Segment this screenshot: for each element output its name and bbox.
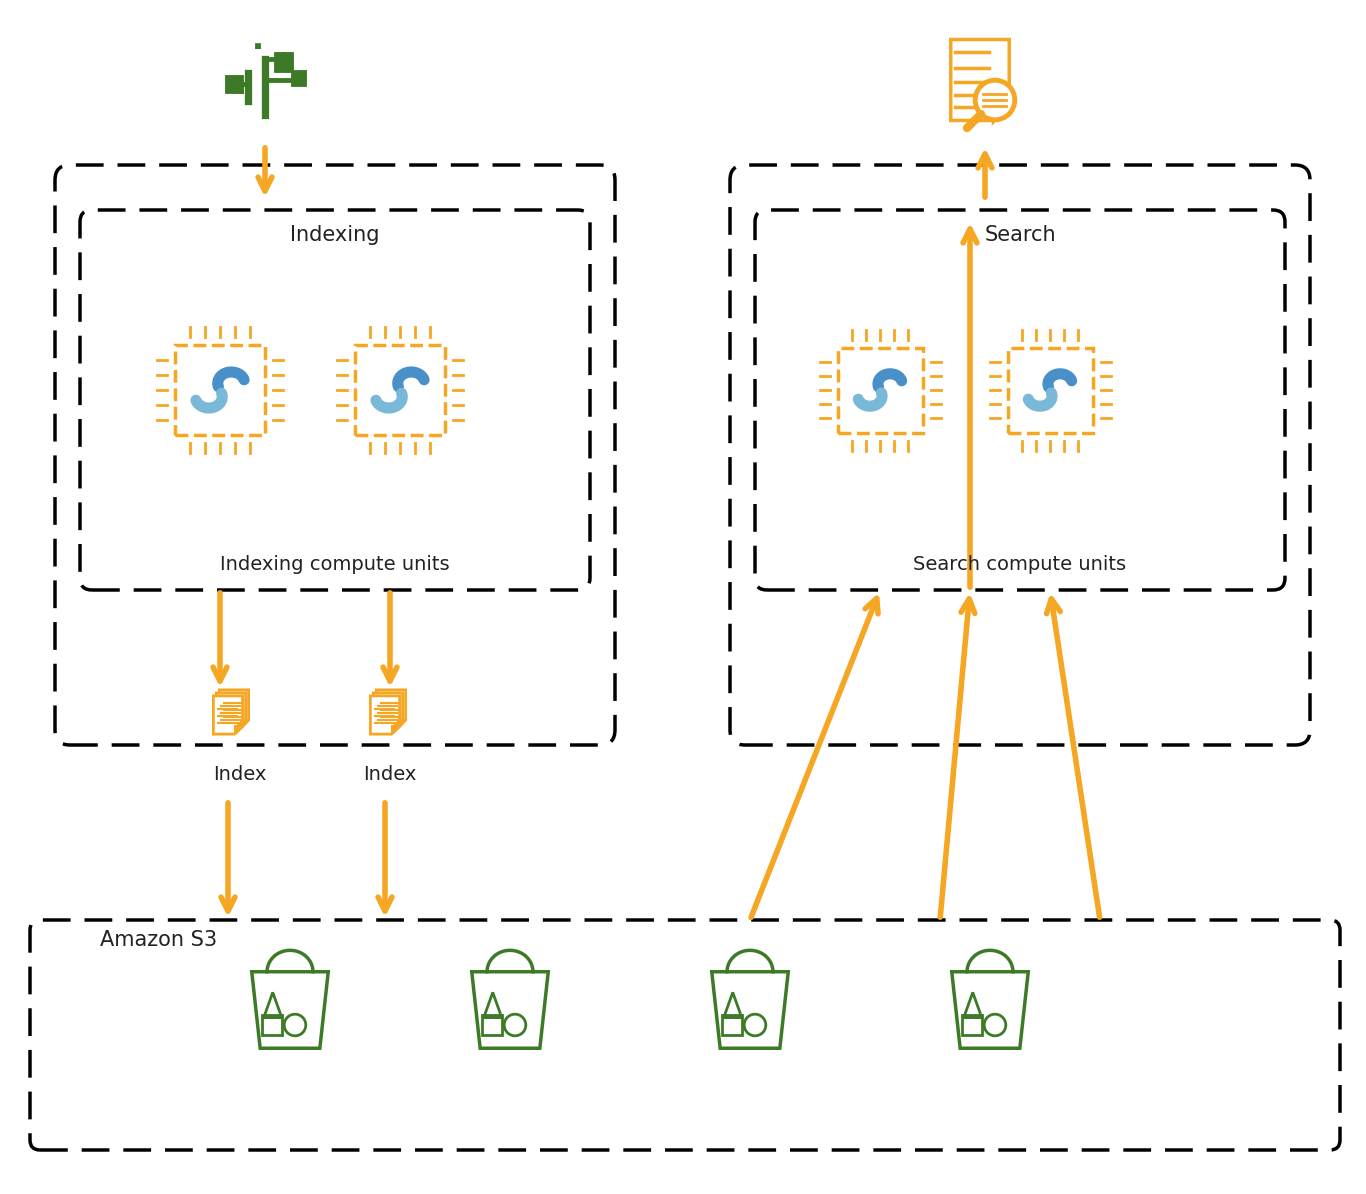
Bar xyxy=(227,76,240,91)
Bar xyxy=(837,347,922,432)
Polygon shape xyxy=(712,972,788,1048)
Polygon shape xyxy=(395,724,403,731)
Bar xyxy=(292,73,305,84)
Polygon shape xyxy=(370,696,400,734)
Polygon shape xyxy=(238,724,246,731)
Bar xyxy=(482,1015,501,1035)
Text: Indexing compute units: Indexing compute units xyxy=(220,555,449,574)
Polygon shape xyxy=(952,972,1029,1048)
Polygon shape xyxy=(951,39,1009,121)
Text: Search: Search xyxy=(984,224,1056,245)
Polygon shape xyxy=(993,104,1009,121)
Bar xyxy=(175,345,265,435)
Text: Index: Index xyxy=(213,765,266,784)
Text: Index: Index xyxy=(363,765,417,784)
Circle shape xyxy=(975,80,1015,119)
Polygon shape xyxy=(240,720,249,728)
Text: Amazon S3: Amazon S3 xyxy=(100,930,217,950)
Polygon shape xyxy=(373,693,403,731)
Polygon shape xyxy=(471,972,548,1048)
Polygon shape xyxy=(398,720,406,728)
Text: Indexing: Indexing xyxy=(290,224,380,245)
Polygon shape xyxy=(220,690,249,728)
Polygon shape xyxy=(251,972,328,1048)
Bar xyxy=(355,345,445,435)
Bar xyxy=(262,1015,281,1035)
Bar xyxy=(1008,347,1093,432)
Polygon shape xyxy=(377,690,406,728)
Polygon shape xyxy=(392,726,400,734)
Text: Search compute units: Search compute units xyxy=(914,555,1127,574)
Polygon shape xyxy=(235,726,243,734)
Polygon shape xyxy=(213,696,243,734)
Bar xyxy=(721,1015,742,1035)
Bar xyxy=(962,1015,982,1035)
Bar xyxy=(276,54,291,69)
Polygon shape xyxy=(216,693,246,731)
